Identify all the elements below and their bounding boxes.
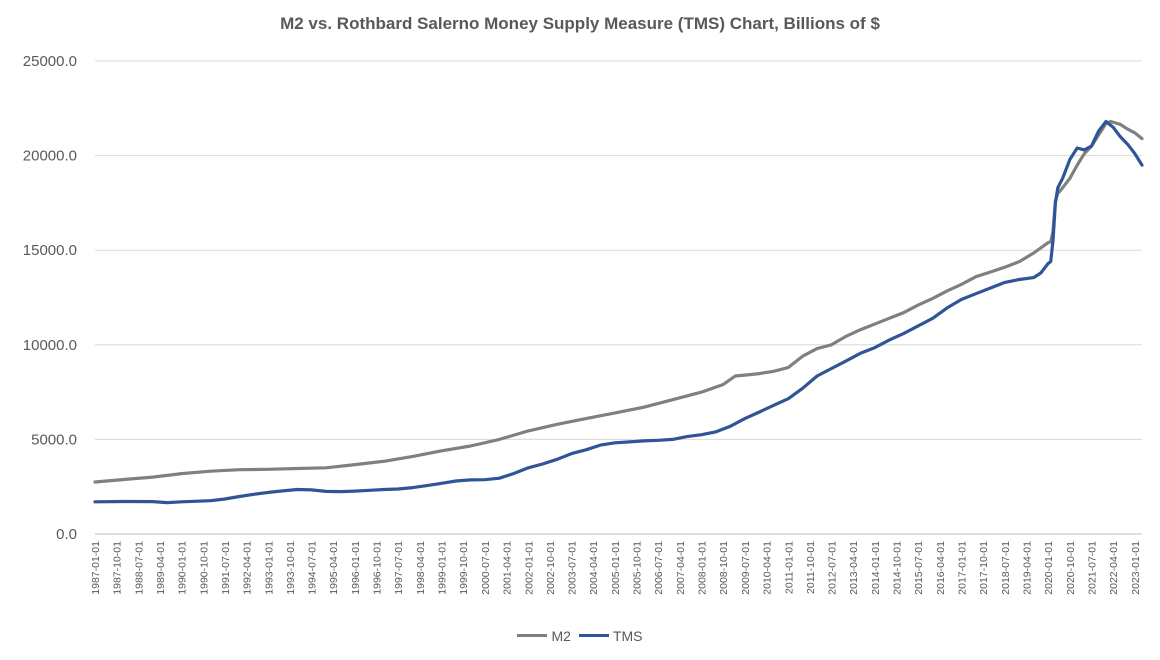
x-tick-label: 2000-07-01 xyxy=(480,541,492,595)
series-line-tms xyxy=(93,119,1144,505)
x-tick-label: 2020-10-01 xyxy=(1065,541,1077,595)
x-tick-label: 2016-04-01 xyxy=(935,541,947,595)
x-tick-label: 1996-10-01 xyxy=(372,541,384,595)
x-tick-label: 2013-04-01 xyxy=(848,541,860,595)
x-tick-label: 2018-07-01 xyxy=(1000,541,1012,595)
x-tick-label: 2008-01-01 xyxy=(697,541,709,595)
legend-label: TMS xyxy=(612,627,643,644)
x-tick-label: 2019-04-01 xyxy=(1021,541,1033,595)
x-tick-label: 2006-07-01 xyxy=(653,541,665,595)
x-tick-label: 2002-01-01 xyxy=(523,541,535,595)
x-tick-label: 2020-01-01 xyxy=(1043,541,1055,595)
y-tick-label: 25000.0 xyxy=(23,53,77,70)
x-tick-label: 1993-01-01 xyxy=(263,541,275,595)
x-tick-label: 2015-07-01 xyxy=(913,541,925,595)
x-tick-label: 2009-07-01 xyxy=(740,541,752,595)
legend-swatch xyxy=(517,634,548,637)
x-tick-label: 1992-04-01 xyxy=(242,541,254,595)
x-tick-label: 1999-10-01 xyxy=(458,541,470,595)
y-tick-label: 20000.0 xyxy=(23,148,77,165)
y-tick-label: 10000.0 xyxy=(23,337,77,354)
x-tick-label: 2021-07-01 xyxy=(1086,541,1098,595)
x-tick-label: 2004-04-01 xyxy=(588,541,600,595)
legend-swatch xyxy=(578,634,609,637)
x-tick-label: 2023-01-01 xyxy=(1130,541,1142,595)
chart-legend: M2 TMS xyxy=(0,624,1160,644)
x-tick-label: 2014-10-01 xyxy=(892,541,904,595)
x-tick-label: 1998-04-01 xyxy=(415,541,427,595)
x-tick-label: 2011-01-01 xyxy=(783,541,795,594)
x-tick-label: 1993-10-01 xyxy=(285,541,297,595)
x-tick-label: 2002-10-01 xyxy=(545,541,557,595)
legend-label: M2 xyxy=(551,627,571,644)
x-tick-label: 2007-04-01 xyxy=(675,541,687,595)
x-tick-label: 2022-04-01 xyxy=(1108,541,1120,595)
x-tick-label: 1995-04-01 xyxy=(328,541,340,595)
series-line-m2 xyxy=(93,119,1144,484)
x-tick-label: 1990-01-01 xyxy=(177,541,189,595)
y-tick-label: 15000.0 xyxy=(23,242,77,259)
x-tick-label: 2014-01-01 xyxy=(870,541,882,595)
legend-item-m2: M2 xyxy=(517,627,571,644)
x-tick-label: 1987-10-01 xyxy=(112,541,124,595)
x-tick-label: 2005-10-01 xyxy=(632,541,644,595)
x-tick-label: 1990-10-01 xyxy=(198,541,210,595)
x-tick-label: 1989-04-01 xyxy=(155,541,167,595)
x-tick-label: 1987-01-01 xyxy=(90,541,102,595)
x-tick-label: 2010-04-01 xyxy=(762,541,774,595)
x-tick-label: 1997-07-01 xyxy=(393,541,405,595)
x-tick-label: 2012-07-01 xyxy=(827,541,839,595)
legend-item-tms: TMS xyxy=(578,627,643,644)
x-tick-label: 2017-10-01 xyxy=(978,541,990,595)
x-tick-label: 2001-04-01 xyxy=(502,541,514,595)
x-tick-label: 2011-10-01 xyxy=(805,541,817,594)
y-tick-label: 5000.0 xyxy=(31,431,77,448)
x-tick-label: 1991-07-01 xyxy=(220,541,232,595)
x-tick-label: 2008-10-01 xyxy=(718,541,730,595)
x-tick-label: 1996-01-01 xyxy=(350,541,362,595)
x-tick-label: 1994-07-01 xyxy=(307,541,319,595)
chart-title: M2 vs. Rothbard Salerno Money Supply Mea… xyxy=(280,14,880,33)
y-tick-label: 0.0 xyxy=(56,526,77,543)
x-tick-label: 1999-01-01 xyxy=(437,541,449,595)
x-tick-label: 2005-01-01 xyxy=(610,541,622,595)
x-tick-label: 2003-07-01 xyxy=(566,541,578,595)
x-tick-label: 2017-01-01 xyxy=(957,541,969,595)
x-tick-label: 1988-07-01 xyxy=(133,541,145,595)
